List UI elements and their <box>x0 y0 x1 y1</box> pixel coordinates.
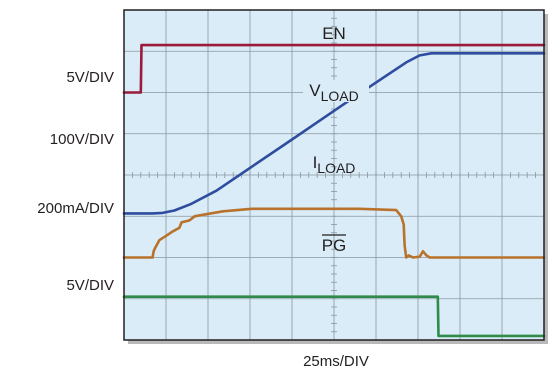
trace-vload <box>122 51 546 215</box>
trace-label-iload: ILOAD <box>313 153 356 176</box>
scale-label-vload: 100V/DIV <box>50 131 114 148</box>
trace-en <box>122 43 546 94</box>
scale-label-iload: 200mA/DIV <box>37 200 114 217</box>
scale-label-pg: 5V/DIV <box>66 277 114 294</box>
trace-iload <box>122 207 546 259</box>
trace-labels: EN VLOAD ILOAD PG <box>303 24 369 255</box>
scale-label-en: 5V/DIV <box>66 69 114 86</box>
trace-label-pg: PG <box>322 236 347 255</box>
trace-label-en: EN <box>322 24 346 43</box>
trace-pg <box>122 295 546 338</box>
x-axis-label: 25ms/DIV <box>303 353 369 370</box>
traces <box>122 43 546 338</box>
plot-frame <box>123 9 545 341</box>
trace-label-vload: VLOAD <box>309 81 358 104</box>
label-knockout <box>303 80 369 102</box>
